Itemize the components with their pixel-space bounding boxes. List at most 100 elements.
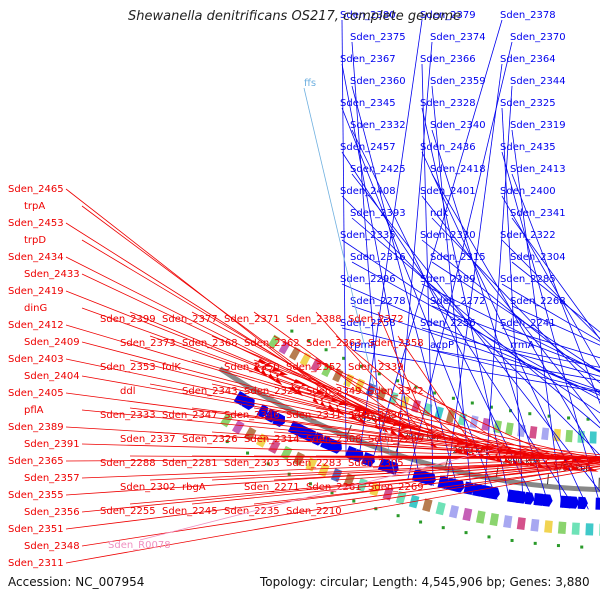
plus-gene-label: Sden_2241 (500, 318, 556, 329)
plus-gene-label: Sden_2413 (510, 164, 566, 175)
minus-gene-label: Sden_2281 (162, 458, 218, 469)
plus-gene-label-leader (421, 107, 511, 502)
minus-gene-label: trpD (24, 235, 46, 246)
minus-gene-label-leader (253, 407, 583, 460)
cog-block (388, 391, 399, 406)
minus-gene-label: ddl (120, 386, 135, 397)
minus-gene-label: rbgA (182, 482, 206, 493)
feature-marker (567, 416, 571, 420)
minus-gene-label: folK (162, 362, 181, 373)
minus-gene-label: Sden_2358 (368, 338, 424, 349)
plus-gene-label: Sden_2360 (350, 76, 406, 87)
minus-gene-label: Sden_2326 (182, 434, 238, 445)
minus-strand-gene (320, 393, 331, 408)
plus-gene-label: ndk (430, 208, 449, 219)
minus-strand-gene (350, 407, 365, 422)
minus-gene-label-leader (315, 455, 600, 458)
feature-marker (246, 451, 250, 455)
minus-gene-label-leader (81, 375, 490, 448)
minus-gene-label: Sden_2337 (120, 434, 176, 445)
cog-block (411, 399, 422, 413)
minus-gene-label: Sden_2314 (244, 434, 300, 445)
plus-gene-label: Sden_2436 (420, 142, 476, 153)
plus-gene-label: Sden_2359 (430, 76, 486, 87)
plus-gene-label-leader (501, 151, 600, 506)
minus-gene-label: Sden_2303 (224, 458, 280, 469)
minus-gene-label: Sden_2261 (306, 482, 362, 493)
minus-gene-label-leader (149, 431, 600, 460)
minus-gene-label: Sden_2311 (8, 558, 64, 569)
minus-gene-label: Sden_2355 (8, 490, 64, 501)
feature-marker (414, 385, 418, 389)
minus-gene-label: Sden_2343 (182, 386, 238, 397)
minus-gene-label: Sden_2299 (368, 434, 424, 445)
cog-block (557, 521, 567, 535)
plus-gene-label: Sden_2272 (430, 296, 486, 307)
minus-gene-label: Sden_2372 (348, 314, 404, 325)
kbp-tick-label: 2900 kbp (404, 432, 442, 441)
cog-block (571, 522, 580, 535)
minus-gene-label: Sden_2433 (24, 269, 80, 280)
feature-marker (307, 339, 311, 343)
genome-backbone (218, 366, 600, 493)
plus-gene-label-leader (370, 19, 503, 467)
minus-gene-label: Sden_2331 (286, 410, 342, 421)
plus-gene-label-leader (351, 349, 600, 393)
plus-strand-gene (241, 395, 255, 411)
cog-block (541, 427, 550, 441)
pseudo-gene-label: Sden_R0078 (108, 540, 171, 551)
minus-gene-label: Sden_2403 (8, 354, 64, 365)
plus-gene-label: Sden_2328 (420, 98, 476, 109)
minus-strand-gene (268, 367, 283, 383)
cog-block (318, 462, 330, 477)
feature-marker (266, 462, 270, 466)
plus-gene-label: Sden_2380 (340, 10, 396, 21)
minus-gene-label-leader (65, 290, 418, 430)
minus-gene-label-leader (397, 383, 557, 458)
minus-gene-label: Sden_2399 (100, 314, 156, 325)
cog-block (462, 507, 473, 522)
cog-block (255, 433, 269, 448)
feature-marker (225, 440, 229, 444)
plus-gene-label: Sden_2341 (510, 208, 566, 219)
minus-gene-label: Sden_2333 (100, 410, 156, 421)
plus-gene-label: Sden_2315 (430, 252, 486, 263)
minus-gene-label: Sden_2349 (306, 386, 362, 397)
plus-gene-label: Sden_2258 (340, 318, 396, 329)
plus-gene-label-leader (395, 41, 433, 476)
minus-gene-label: Sden_2465 (8, 184, 64, 195)
plus-gene-label-leader (351, 85, 460, 493)
cog-block (435, 501, 446, 516)
plus-gene-label: Sden_2375 (350, 32, 406, 43)
cog-block (585, 523, 594, 536)
minus-gene-label-leader (211, 335, 447, 439)
plus-gene-label: Sden_2332 (350, 120, 406, 131)
plus-strand-gene (533, 493, 546, 506)
minus-gene-label-leader (65, 468, 600, 564)
minus-gene-label-leader (315, 359, 506, 451)
plus-strand-gene (256, 404, 268, 418)
cog-block (505, 422, 514, 436)
minus-strand-gene (502, 450, 515, 464)
plus-gene-label-leader (341, 19, 347, 458)
minus-gene-label-leader (81, 205, 347, 404)
minus-gene-label-leader (253, 464, 600, 505)
minus-gene-label-leader (129, 311, 398, 424)
minus-gene-label-leader (65, 358, 476, 445)
cog-block (589, 431, 597, 444)
plus-gene-label-leader (501, 327, 600, 359)
plus-gene-label: Sden_2335 (340, 230, 396, 241)
minus-gene-label: Sden_2388 (286, 314, 342, 325)
plus-strand-gene (568, 496, 580, 509)
minus-gene-label: Sden_2339 (348, 362, 404, 373)
feature-marker (290, 329, 294, 333)
feature-marker (586, 417, 590, 421)
feature-marker (359, 364, 363, 368)
minus-gene-label-leader (377, 455, 600, 458)
minus-gene-label-leader (191, 407, 575, 459)
minus-gene-label-leader (273, 460, 600, 481)
minus-gene-label: Sden_2404 (24, 371, 80, 382)
plus-strand-gene (420, 470, 436, 486)
genome-summary-text: Topology: circular; Length: 4,545,906 bp… (260, 575, 590, 589)
